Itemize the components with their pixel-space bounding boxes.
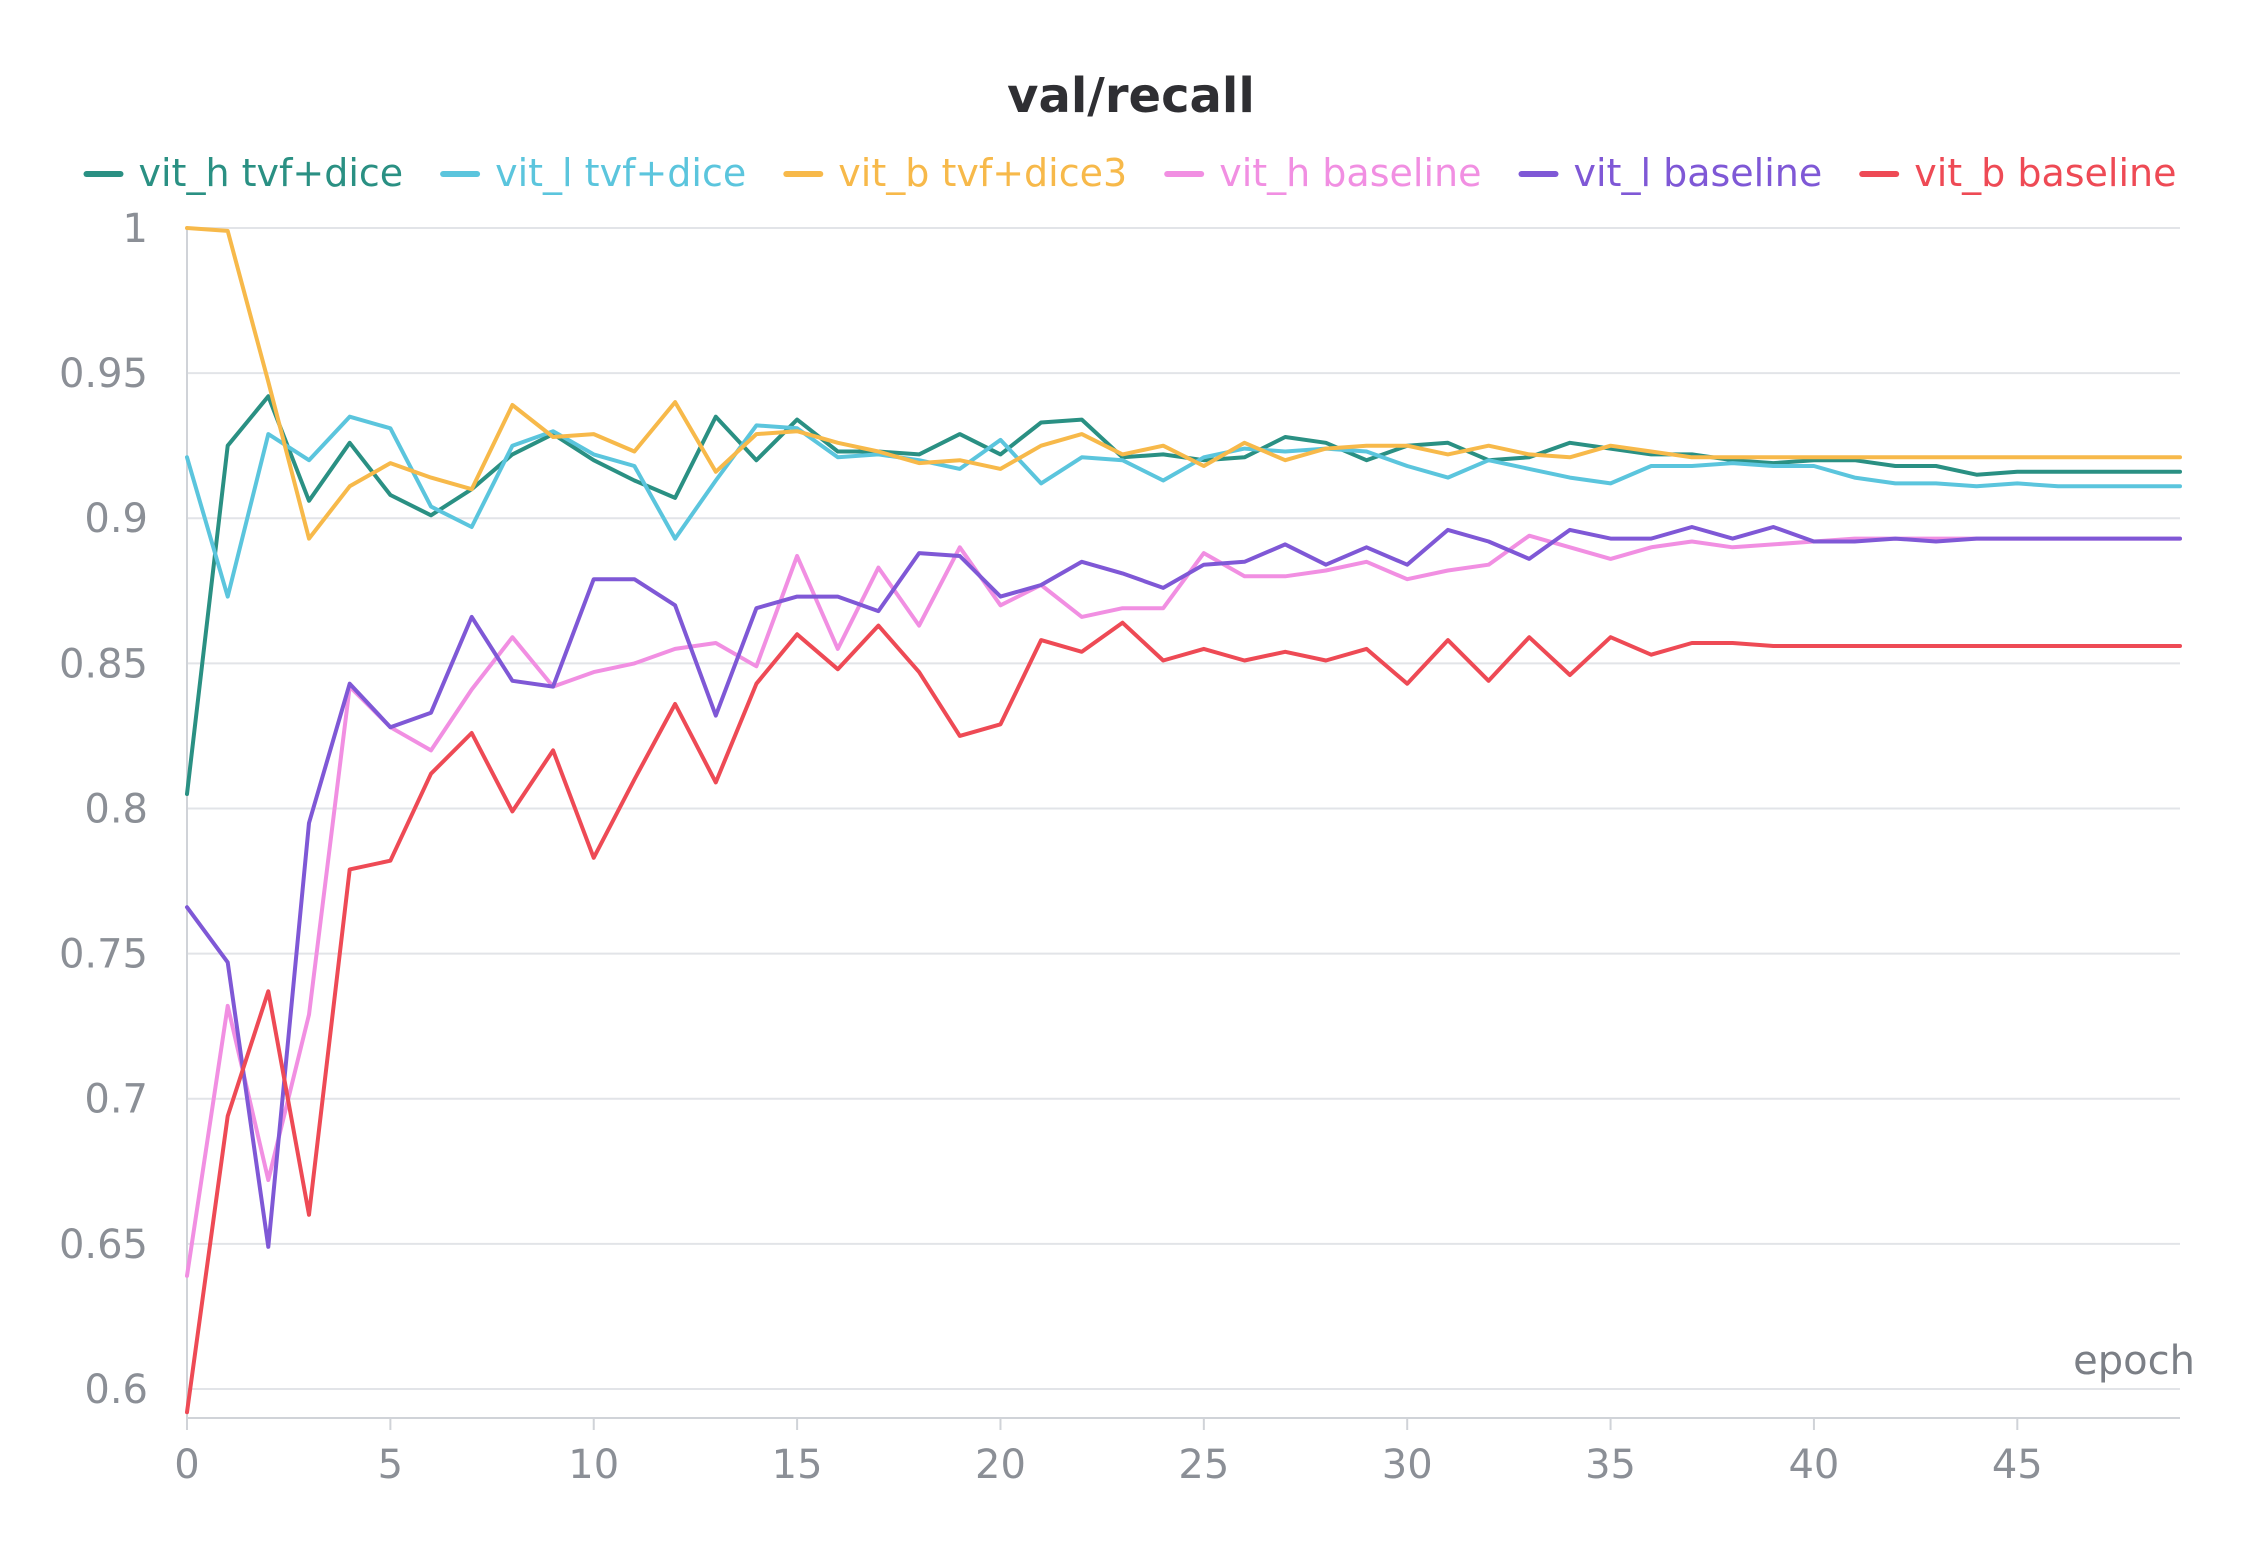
series-line: [185, 414, 2182, 599]
x-tick-label: 30: [1382, 1442, 1433, 1488]
y-tick-label: 0.85: [59, 641, 148, 687]
legend-item: vit_b tvf+dice3: [783, 151, 1127, 195]
x-axis-label: epoch: [2073, 1338, 2195, 1384]
legend-item: vit_b baseline: [1859, 151, 2177, 195]
y-tick-label: 0.9: [84, 496, 148, 542]
y-tick-label: 0.7: [84, 1077, 148, 1123]
legend-item: vit_l baseline: [1518, 151, 1823, 195]
x-tick-label: 15: [772, 1442, 823, 1488]
legend: vit_h tvf+dice vit_l tvf+dice vit_b tvf+di…: [83, 151, 2177, 195]
series-line: [185, 226, 2182, 541]
x-tick-label: 25: [1178, 1442, 1229, 1488]
x-axis: 0 5 10 15 20 25 30 35 40 45: [174, 1418, 2043, 1488]
x-tick-label: 5: [378, 1442, 403, 1488]
x-tick-label: 10: [568, 1442, 619, 1488]
legend-item: vit_l tvf+dice: [440, 151, 746, 195]
legend-label: vit_h tvf+dice: [139, 151, 404, 195]
series-line: [185, 620, 2182, 1415]
series-line: [185, 533, 2182, 1278]
legend-label: vit_l tvf+dice: [495, 151, 746, 195]
legend-item: vit_h baseline: [1164, 151, 1481, 195]
gridlines: [186, 227, 2180, 1419]
chart-title: val/recall: [1007, 68, 1255, 124]
y-tick-label: 0.6: [84, 1367, 148, 1413]
y-tick-label: 0.65: [59, 1222, 148, 1268]
x-tick-label: 0: [174, 1442, 199, 1488]
x-tick-label: 35: [1585, 1442, 1636, 1488]
x-tick-label: 40: [1788, 1442, 1839, 1488]
y-tick-label: 1: [123, 206, 148, 252]
legend-item: vit_h tvf+dice: [83, 151, 404, 195]
legend-label: vit_l baseline: [1574, 151, 1823, 195]
legend-label: vit_h baseline: [1219, 151, 1481, 195]
y-axis: 0.6 0.65 0.7 0.75 0.8 0.85 0.9 0.95 1: [59, 206, 148, 1413]
x-tick-label: 20: [975, 1442, 1026, 1488]
series-lines: [185, 226, 2182, 1415]
x-tick-label: 45: [1992, 1442, 2043, 1488]
y-tick-label: 0.75: [59, 932, 148, 978]
y-tick-label: 0.95: [59, 351, 148, 397]
y-tick-label: 0.8: [84, 786, 148, 832]
legend-label: vit_b tvf+dice3: [838, 151, 1127, 195]
legend-label: vit_b baseline: [1914, 151, 2176, 195]
series-line: [185, 525, 2182, 1249]
